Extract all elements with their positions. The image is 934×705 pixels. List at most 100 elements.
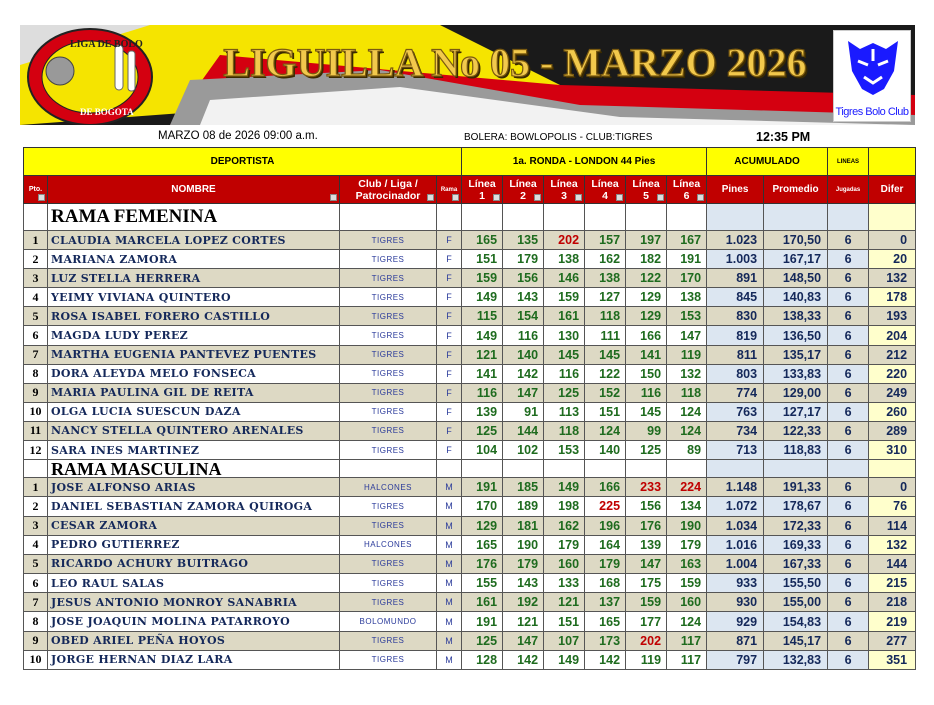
table-row[interactable]: 6 MAGDA LUDY PEREZ TIGRES F 149 116 130 111 166 1… xyxy=(23,325,917,346)
table-row[interactable]: 2 MARIANA ZAMORA TIGRES F 151 179 138 162 182 191… xyxy=(23,249,917,270)
cell-linea-1: 149 xyxy=(461,287,504,308)
cell-linea-3: 162 xyxy=(543,515,586,536)
cell-linea-3: 149 xyxy=(543,649,586,671)
cell-linea-4: 140 xyxy=(584,440,627,461)
table-row[interactable]: 1 JOSE ALFONSO ARIAS HALCONES M 191 185 149 166… xyxy=(23,477,917,498)
cell-linea-1: 139 xyxy=(461,401,504,422)
filter-dropdown-icon[interactable] xyxy=(452,194,460,201)
filter-dropdown-icon[interactable] xyxy=(697,194,705,201)
cell-linea-2: 147 xyxy=(502,630,545,651)
cell-jugadas: 6 xyxy=(827,401,870,422)
table-row[interactable]: 1 CLAUDIA MARCELA LOPEZ CORTES TIGRES F 165 1… xyxy=(23,229,917,251)
cell-linea-1: 165 xyxy=(461,229,504,251)
cell xyxy=(763,459,829,479)
cell-jugadas: 6 xyxy=(827,287,870,308)
table-row[interactable]: 11 NANCY STELLA QUINTERO ARENALES TIGRES F 1… xyxy=(23,420,917,442)
cell-jugadas: 6 xyxy=(827,229,870,251)
cell-linea-5: 150 xyxy=(625,363,668,384)
cell-pines: 803 xyxy=(706,363,765,384)
cell-jugadas: 6 xyxy=(827,592,870,613)
cell-linea-6: 118 xyxy=(666,382,708,403)
cell-difer: 204 xyxy=(868,325,917,346)
cell-player-name: JESUS ANTONIO MONROY SANABRIA xyxy=(47,592,340,613)
cell-linea-6: 160 xyxy=(666,592,708,613)
cell-rama: F xyxy=(435,268,463,289)
cell-linea-1: 176 xyxy=(461,553,504,575)
cell-linea-4: 124 xyxy=(584,420,627,442)
filter-dropdown-icon[interactable] xyxy=(657,194,665,201)
table-row[interactable]: 2 DANIEL SEBASTIAN ZAMORA QUIROGA TIGRES M 1… xyxy=(23,496,917,517)
cell-pines: 871 xyxy=(706,630,765,651)
cell xyxy=(435,459,463,479)
cell xyxy=(584,203,627,231)
table-row[interactable]: 3 CESAR ZAMORA TIGRES M 129 181 162 196 176 190 1.… xyxy=(23,515,917,536)
cell-linea-6: 191 xyxy=(666,249,708,270)
table-row[interactable]: 8 DORA ALEYDA MELO FONSECA TIGRES F 141 142 11… xyxy=(23,363,917,384)
table-row[interactable]: 6 LEO RAUL SALAS TIGRES M 155 143 133 168 175 159… xyxy=(23,573,917,594)
cell-linea-5: 145 xyxy=(625,401,668,422)
filter-dropdown-icon[interactable] xyxy=(616,194,624,201)
cell-pines: 930 xyxy=(706,592,765,613)
cell-linea-5: 197 xyxy=(625,229,668,251)
column-header-l3[interactable]: Línea 3 xyxy=(543,175,586,204)
cell-linea-1: 104 xyxy=(461,440,504,461)
cell-linea-6: 117 xyxy=(666,649,708,671)
table-row[interactable]: 9 OBED ARIEL PEÑA HOYOS TIGRES M 125 147 107 17… xyxy=(23,630,917,651)
table-row[interactable]: 4 YEIMY VIVIANA QUINTERO TIGRES F 149 143 159 1… xyxy=(23,287,917,308)
cell-linea-1: 116 xyxy=(461,382,504,403)
cell-player-name: NANCY STELLA QUINTERO ARENALES xyxy=(47,420,340,442)
cell-linea-2: 192 xyxy=(502,592,545,613)
cell-linea-1: 161 xyxy=(461,592,504,613)
column-header-l4[interactable]: Línea 4 xyxy=(584,175,627,204)
cell-promedio: 155,50 xyxy=(763,573,829,594)
cell-difer: 277 xyxy=(868,630,917,651)
cell-position: 3 xyxy=(23,268,48,289)
cell-promedio: 167,33 xyxy=(763,553,829,575)
cell-difer: 132 xyxy=(868,534,917,555)
column-header-l2[interactable]: Línea 2 xyxy=(502,175,545,204)
column-header-club[interactable]: Club / Liga / Patrocinador xyxy=(339,175,437,204)
filter-dropdown-icon[interactable] xyxy=(427,194,434,201)
cell xyxy=(868,203,917,231)
filter-dropdown-icon[interactable] xyxy=(575,194,583,201)
table-row[interactable]: 3 LUZ STELLA HERRERA TIGRES F 159 156 146 138 12… xyxy=(23,268,917,289)
table-row[interactable]: 4 PEDRO GUTIERREZ HALCONES M 165 190 179 164 139… xyxy=(23,534,917,555)
filter-dropdown-icon[interactable] xyxy=(534,194,542,201)
cell-linea-3: 159 xyxy=(543,287,586,308)
table-row[interactable]: 8 JOSE JOAQUIN MOLINA PATARROYO BOLOMUNDO M… xyxy=(23,611,917,632)
table-row[interactable]: 9 MARIA PAULINA GIL DE REITA TIGRES F 116 147… xyxy=(23,382,917,403)
cell-promedio: 133,83 xyxy=(763,363,829,384)
column-header-pto[interactable]: Pto. xyxy=(23,175,48,204)
column-header-l1[interactable]: Línea 1 xyxy=(461,175,504,204)
table-row[interactable]: 10 JORGE HERNAN DIAZ LARA TIGRES M 128 142 149… xyxy=(23,649,917,671)
cell-jugadas: 6 xyxy=(827,382,870,403)
cell-promedio: 178,67 xyxy=(763,496,829,517)
cell-linea-3: 130 xyxy=(543,325,586,346)
column-header-l5[interactable]: Línea 5 xyxy=(625,175,668,204)
column-header-l6[interactable]: Línea 6 xyxy=(666,175,708,204)
cell-linea-5: 175 xyxy=(625,573,668,594)
cell-player-name: OLGA LUCIA SUESCUN DAZA xyxy=(47,401,340,422)
table-row[interactable]: 5 RICARDO ACHURY BUITRAGO TIGRES M 176 179 160… xyxy=(23,553,917,575)
table-row[interactable]: 7 JESUS ANTONIO MONROY SANABRIA TIGRES M 161… xyxy=(23,592,917,613)
table-row[interactable]: 5 ROSA ISABEL FORERO CASTILLO TIGRES F 115 15… xyxy=(23,306,917,327)
filter-dropdown-icon[interactable] xyxy=(493,194,501,201)
cell-linea-6: 179 xyxy=(666,534,708,555)
cell-promedio: 122,33 xyxy=(763,420,829,442)
column-header-nombre[interactable]: NOMBRE xyxy=(47,175,340,204)
cell-jugadas: 6 xyxy=(827,573,870,594)
table-row[interactable]: 7 MARTHA EUGENIA PANTEVEZ PUENTES TIGRES F 1… xyxy=(23,344,917,365)
table-row[interactable]: 10 OLGA LUCIA SUESCUN DAZA TIGRES F 139 91 113… xyxy=(23,401,917,422)
cell-linea-3: 138 xyxy=(543,249,586,270)
cell-promedio: 132,83 xyxy=(763,649,829,671)
cell-pines: 830 xyxy=(706,306,765,327)
cell-linea-2: 140 xyxy=(502,344,545,365)
column-header-promedio: Promedio xyxy=(763,175,829,204)
filter-dropdown-icon[interactable] xyxy=(330,194,337,201)
cell xyxy=(706,459,765,479)
column-header-rama[interactable]: Rama xyxy=(435,175,463,204)
table-row[interactable]: 12 SARA INES MARTINEZ TIGRES F 104 102 153 140 1… xyxy=(23,440,917,461)
cell-player-name: JORGE HERNAN DIAZ LARA xyxy=(47,649,340,671)
cell-linea-4: 138 xyxy=(584,268,627,289)
filter-dropdown-icon[interactable] xyxy=(38,194,45,201)
